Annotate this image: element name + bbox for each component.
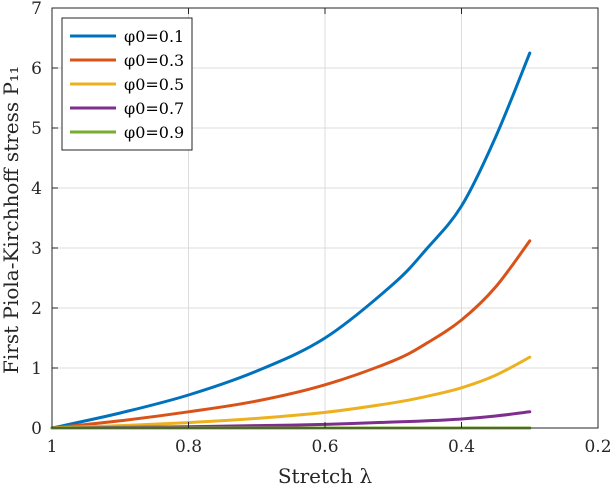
x-tick-label: 1 <box>47 437 58 457</box>
grid <box>52 8 598 428</box>
series-line-1 <box>50 239 532 430</box>
legend-label-2: φ0=0.5 <box>124 75 184 94</box>
y-tick-label: 3 <box>31 239 42 259</box>
series-line-0 <box>50 51 532 430</box>
y-tick-label: 7 <box>31 0 42 19</box>
x-axis-title: Stretch λ <box>278 464 373 488</box>
x-tick-label: 0.8 <box>175 437 202 457</box>
y-tick-label: 4 <box>31 179 42 199</box>
x-axis-title-text: Stretch λ <box>278 464 373 488</box>
legend-label-1: φ0=0.3 <box>124 51 184 70</box>
x-tick-label: 0.2 <box>584 437 610 457</box>
legend: φ0=0.1 φ0=0.3 φ0=0.5 φ0=0.7 φ0=0.9 <box>61 17 193 151</box>
y-tick-label: 1 <box>31 359 42 379</box>
y-tick-label: 2 <box>31 299 42 319</box>
x-tick-label: 0.6 <box>311 437 338 457</box>
y-axis-title: First Piola-Kirchhoff stress P₁₁ <box>0 66 23 374</box>
y-tick-label: 5 <box>31 119 42 139</box>
y-tick-label: 6 <box>31 59 42 79</box>
y-tick-label: 0 <box>31 419 42 439</box>
legend-label-3: φ0=0.7 <box>124 99 184 118</box>
y-axis-title-text: First Piola-Kirchhoff stress P₁₁ <box>0 66 23 374</box>
legend-label-0: φ0=0.1 <box>124 27 184 46</box>
x-tick-label: 0.4 <box>448 437 475 457</box>
legend-label-4: φ0=0.9 <box>124 123 184 142</box>
series-line-2 <box>50 355 532 430</box>
